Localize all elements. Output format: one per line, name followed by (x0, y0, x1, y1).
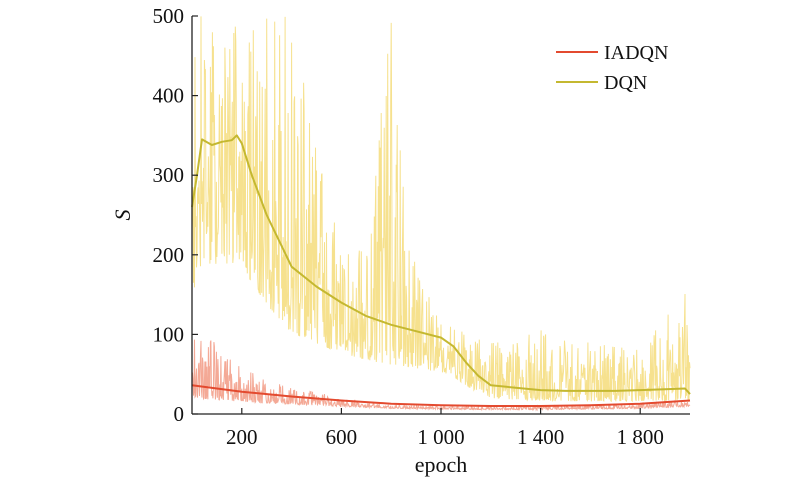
legend: IADQN DQN (556, 42, 668, 94)
legend-label: IADQN (604, 42, 668, 64)
y-axis-title: S (110, 210, 135, 221)
raw-line-iadqn (191, 339, 691, 412)
axes-layer: 0 100 200 300 400 500 200 600 1 000 1 400 1 800 epo… (110, 4, 690, 477)
y-tick-label: 400 (153, 84, 185, 108)
y-tick-label: 500 (153, 4, 185, 28)
smoothed-line-layer (191, 134, 691, 407)
legend-item-iadqn: IADQN (556, 42, 668, 64)
series-line-iadqn (191, 384, 691, 407)
x-axis-title: epoch (415, 452, 468, 477)
x-tick-label: 1 400 (517, 425, 564, 449)
y-tick-label: 300 (153, 163, 185, 187)
x-tick-label: 600 (326, 425, 358, 449)
raw-line-dqn (191, 16, 691, 403)
legend-label: DQN (604, 72, 647, 94)
y-tick-label: 0 (174, 402, 185, 426)
raw-noise-layer (191, 16, 691, 412)
x-tick-label: 1 800 (617, 425, 664, 449)
series-line-dqn (191, 134, 691, 395)
y-tick-label: 200 (153, 243, 185, 267)
raw-trace-iadqn (191, 339, 691, 412)
x-tick-label: 1 000 (417, 425, 464, 449)
raw-trace-dqn (191, 16, 691, 403)
y-tick-label: 100 (153, 322, 185, 346)
legend-item-dqn: DQN (556, 72, 647, 94)
x-tick-label: 200 (226, 425, 258, 449)
